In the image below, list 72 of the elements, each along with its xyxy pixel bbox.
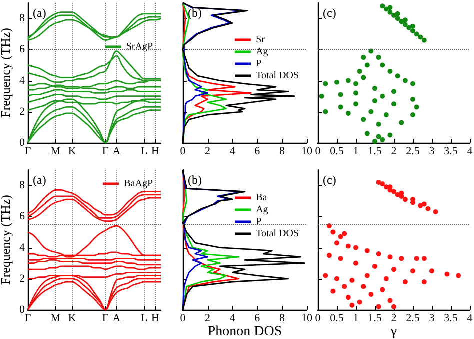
- y-tick-label: 2: [20, 272, 25, 285]
- x-tick-label: L: [141, 146, 148, 158]
- y-axis-title: Frequency (THz): [0, 28, 13, 118]
- x-tick-label: Γ: [24, 146, 32, 158]
- x-tick-label: 2: [205, 146, 211, 158]
- x-tick-label: 3: [429, 312, 436, 324]
- x-tick-label: Γ: [24, 312, 32, 324]
- x-tick-label: 4: [467, 312, 474, 324]
- x-tick-label: H: [151, 312, 160, 324]
- annotation: (c): [323, 6, 336, 20]
- y-tick-label: 4: [20, 74, 26, 87]
- x-tick-label: 0: [180, 312, 186, 324]
- x-tick-label: 1.5: [368, 312, 382, 324]
- x-tick-label: 8: [279, 146, 286, 158]
- x-tick-label: M: [50, 146, 61, 158]
- x-tick-label: 3.5: [444, 312, 458, 324]
- legend-label: Ag: [256, 46, 268, 58]
- y-axis-title: Frequency (THz): [0, 195, 13, 285]
- x-axis-title: Phonon DOS: [208, 324, 282, 339]
- x-tick-label: 0: [180, 146, 186, 158]
- x-tick-label: A: [112, 146, 121, 158]
- x-tick-label: 2: [205, 312, 211, 324]
- x-tick-label: 2.5: [406, 146, 420, 158]
- x-tick-label: 0.5: [330, 312, 344, 324]
- x-axis-title: γ: [390, 324, 398, 339]
- x-tick-label: 10: [302, 312, 313, 324]
- x-tick-label: Γ: [102, 312, 109, 324]
- x-tick-label: 10: [302, 146, 313, 158]
- x-tick-label: 8: [279, 312, 286, 324]
- y-tick-label: 0: [20, 137, 26, 149]
- x-tick-label: 3.5: [444, 146, 458, 158]
- legend-label: Sr: [256, 34, 266, 46]
- x-tick-label: A: [112, 312, 121, 324]
- x-tick-label: 4: [230, 312, 236, 324]
- annotation: (a): [33, 6, 46, 20]
- y-tick-label: 8: [20, 12, 26, 25]
- x-tick-label: 3: [429, 146, 436, 158]
- y-tick-label: 6: [20, 44, 26, 56]
- x-tick-label: 1: [353, 312, 359, 324]
- x-tick-label: 1.5: [368, 146, 382, 158]
- x-tick-label: K: [68, 312, 76, 324]
- annotation: (b): [188, 173, 202, 187]
- annotation: (b): [188, 6, 202, 20]
- legend-label: Total DOS: [256, 70, 300, 82]
- y-tick-label: 2: [20, 106, 25, 118]
- legend-label: P: [256, 58, 262, 70]
- x-tick-label: 4: [230, 146, 236, 158]
- x-tick-label: 2.5: [406, 312, 420, 324]
- x-tick-label: 6: [254, 312, 261, 324]
- x-tick-label: L: [141, 312, 148, 324]
- x-tick-label: Γ: [102, 146, 109, 158]
- annotation: (a): [33, 173, 46, 187]
- x-tick-label: 1: [353, 146, 359, 158]
- x-tick-label: 0: [315, 312, 322, 324]
- x-tick-label: 4: [467, 146, 474, 158]
- legend-label: Ag: [256, 204, 268, 216]
- y-tick-label: 4: [20, 242, 26, 254]
- y-tick-label: 0: [20, 304, 26, 316]
- x-tick-label: K: [68, 146, 76, 158]
- x-tick-label: 2: [391, 146, 397, 158]
- legend-label: BaAgP: [124, 178, 154, 190]
- y-tick-label: 6: [20, 210, 26, 223]
- legend-label: Total DOS: [256, 228, 300, 240]
- legend-label: Ba: [256, 192, 268, 204]
- x-tick-label: 0: [315, 146, 322, 158]
- annotation: (c): [323, 173, 336, 187]
- x-tick-label: 2: [391, 312, 397, 324]
- x-tick-label: H: [151, 146, 160, 158]
- y-tick-label: 8: [20, 180, 26, 192]
- x-tick-label: M: [50, 312, 61, 324]
- x-tick-label: 6: [254, 146, 261, 158]
- x-tick-label: 0.5: [330, 146, 344, 158]
